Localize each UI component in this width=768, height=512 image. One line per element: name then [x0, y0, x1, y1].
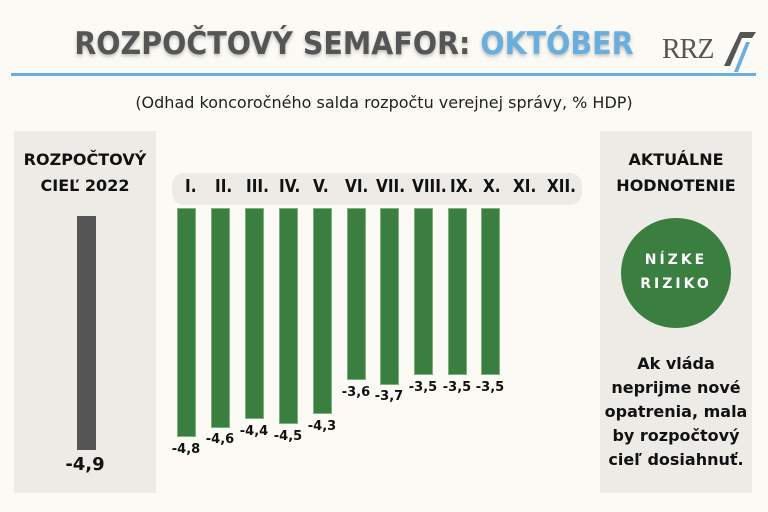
- bar-value: -3,5: [442, 380, 472, 395]
- month-label: VI.: [345, 176, 369, 197]
- month-label: X.: [483, 176, 501, 197]
- bar-value: -3,7: [374, 389, 404, 404]
- target-bar: [77, 216, 96, 450]
- month-label: IV.: [279, 176, 301, 197]
- risk-line1: NÍZKE: [644, 252, 708, 268]
- bar-value: -4,5: [273, 429, 303, 444]
- bar-mar: [245, 208, 264, 419]
- bar-value: -3,6: [341, 385, 371, 400]
- bar-apr: [279, 208, 298, 424]
- note-line: opatrenia, mala: [604, 402, 748, 421]
- subtitle: (Odhad koncoročného salda rozpočtu verej…: [135, 93, 633, 112]
- assessment-title-line2: HODNOTENIE: [616, 176, 736, 195]
- bar-value: -4,8: [171, 442, 201, 457]
- logo-slash-icon: [724, 32, 756, 72]
- target-title-line1: ROZPOČTOVÝ: [23, 150, 147, 169]
- month-label: VIII.: [412, 176, 447, 197]
- page-title: ROZPOČTOVÝ SEMAFOR: OKTÓBER: [0, 26, 768, 62]
- month-label: III.: [246, 176, 269, 197]
- bar-value: -4,6: [205, 432, 235, 447]
- bar-jul: [380, 208, 399, 385]
- month-label: XII.: [547, 176, 577, 197]
- bar-value: -3,5: [408, 380, 438, 395]
- title-month: OKTÓBER: [480, 26, 634, 62]
- month-label: VII.: [376, 176, 406, 197]
- bar-aug: [414, 208, 433, 375]
- risk-indicator: NÍZKE RIZIKO: [621, 218, 731, 328]
- month-label: IX.: [450, 176, 474, 197]
- bar-value: -3,5: [475, 380, 505, 395]
- logo-text: RRZ: [662, 34, 714, 65]
- note-line: Ak vláda: [637, 354, 715, 373]
- target-title-line2: CIEĽ 2022: [40, 176, 130, 195]
- note-line: cieľ dosiahnuť.: [608, 450, 744, 469]
- bar-feb: [211, 208, 230, 428]
- risk-line2: RIZIKO: [640, 276, 712, 292]
- month-header: [172, 173, 582, 205]
- bar-jun: [347, 208, 366, 380]
- bar-value: -4,4: [239, 424, 269, 439]
- assessment-title-line1: AKTUÁLNE: [628, 150, 724, 169]
- title-underline: [11, 73, 756, 76]
- bar-sep: [448, 208, 467, 375]
- month-label: II.: [215, 176, 233, 197]
- month-label: V.: [313, 176, 329, 197]
- rrz-logo: RRZ: [662, 30, 762, 72]
- bar-may: [313, 208, 332, 414]
- bar-value: -4,3: [307, 419, 337, 434]
- note-line: neprijme nové: [611, 378, 741, 397]
- month-label: I.: [185, 176, 197, 197]
- note-line: by rozpočtový: [612, 426, 740, 445]
- target-value: -4,9: [65, 454, 105, 475]
- title-main: ROZPOČTOVÝ SEMAFOR:: [74, 26, 481, 62]
- month-label: XI.: [513, 176, 537, 197]
- bar-oct: [481, 208, 500, 375]
- assessment-note: Ak vláda neprijme nové opatrenia, mala b…: [600, 352, 752, 472]
- bar-jan: [177, 208, 196, 437]
